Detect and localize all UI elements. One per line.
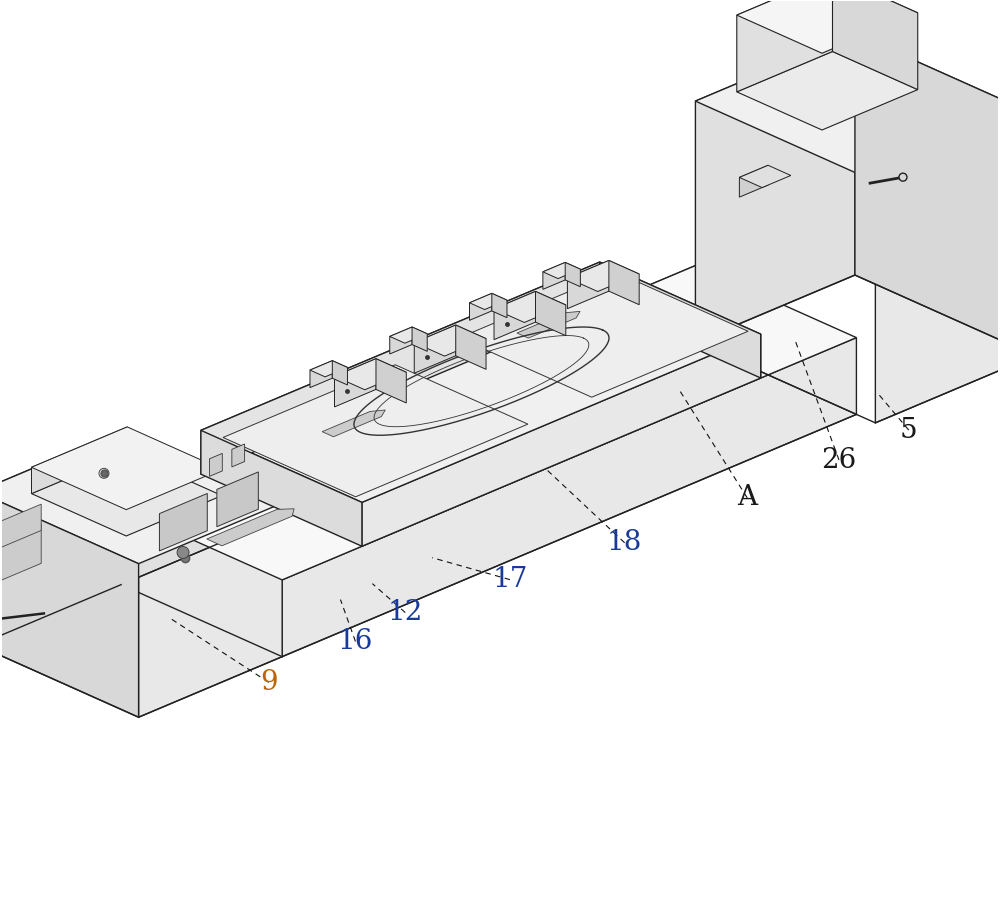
Polygon shape — [492, 294, 507, 318]
Polygon shape — [0, 504, 41, 551]
Polygon shape — [121, 266, 695, 584]
Polygon shape — [737, 52, 918, 130]
Polygon shape — [875, 114, 1000, 423]
Polygon shape — [0, 524, 41, 583]
Polygon shape — [469, 294, 492, 320]
Polygon shape — [543, 262, 580, 279]
Polygon shape — [390, 327, 412, 354]
Polygon shape — [494, 292, 566, 322]
Polygon shape — [232, 444, 245, 467]
Polygon shape — [310, 361, 332, 388]
Polygon shape — [139, 503, 282, 717]
Polygon shape — [282, 338, 856, 656]
Polygon shape — [217, 472, 258, 527]
Polygon shape — [334, 359, 406, 390]
Polygon shape — [600, 262, 761, 378]
Polygon shape — [201, 262, 761, 502]
Polygon shape — [459, 272, 748, 397]
Polygon shape — [737, 0, 832, 92]
Text: 12: 12 — [388, 599, 423, 626]
Text: 17: 17 — [492, 566, 528, 593]
Text: 26: 26 — [821, 447, 857, 473]
Polygon shape — [543, 262, 565, 290]
Polygon shape — [201, 262, 600, 474]
Polygon shape — [567, 260, 639, 292]
Polygon shape — [310, 361, 347, 377]
Polygon shape — [362, 334, 761, 546]
Polygon shape — [390, 327, 427, 343]
Polygon shape — [376, 359, 406, 403]
Polygon shape — [832, 0, 918, 90]
Polygon shape — [855, 34, 1000, 355]
Polygon shape — [739, 165, 791, 187]
Text: A: A — [737, 485, 757, 511]
Polygon shape — [609, 260, 639, 305]
Polygon shape — [695, 34, 1000, 182]
Polygon shape — [517, 311, 580, 338]
Polygon shape — [322, 410, 385, 437]
Polygon shape — [332, 361, 347, 385]
Polygon shape — [695, 34, 855, 342]
Polygon shape — [121, 266, 856, 580]
Polygon shape — [207, 509, 294, 545]
Polygon shape — [32, 427, 127, 494]
Polygon shape — [0, 492, 139, 717]
Polygon shape — [535, 292, 566, 336]
Polygon shape — [414, 325, 486, 356]
Polygon shape — [159, 494, 207, 551]
Polygon shape — [739, 165, 768, 198]
Polygon shape — [412, 327, 427, 352]
Polygon shape — [0, 431, 282, 564]
Polygon shape — [469, 294, 507, 309]
Polygon shape — [456, 325, 486, 369]
Polygon shape — [334, 359, 376, 407]
Polygon shape — [494, 292, 535, 340]
Polygon shape — [210, 453, 222, 476]
Text: 18: 18 — [607, 529, 642, 557]
Polygon shape — [567, 260, 609, 308]
Polygon shape — [32, 427, 222, 509]
Circle shape — [177, 546, 189, 558]
Polygon shape — [414, 325, 456, 373]
Polygon shape — [201, 430, 362, 546]
Text: 9: 9 — [260, 669, 278, 696]
Polygon shape — [565, 262, 580, 287]
Polygon shape — [0, 431, 121, 645]
Polygon shape — [32, 453, 222, 536]
Text: 16: 16 — [338, 628, 373, 655]
Polygon shape — [223, 365, 528, 497]
Polygon shape — [737, 0, 918, 54]
Text: 5: 5 — [900, 416, 918, 444]
